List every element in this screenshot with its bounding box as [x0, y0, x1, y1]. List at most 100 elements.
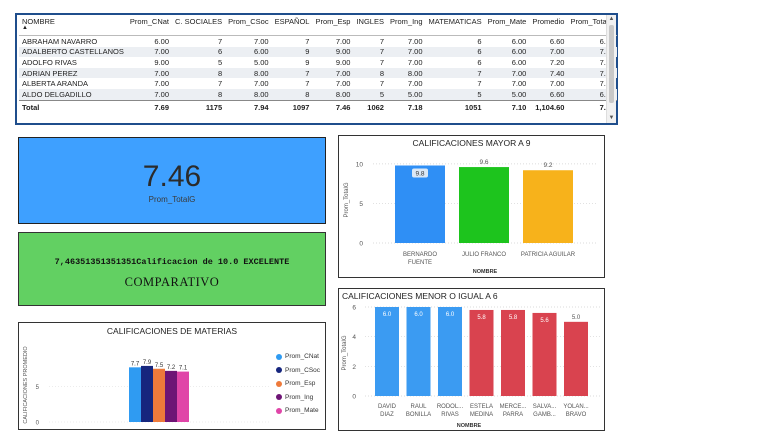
scroll-down-icon[interactable]: ▼ [608, 115, 615, 121]
kpi-value: 7.46 [142, 160, 202, 193]
table-cell: 7.00 [529, 46, 568, 58]
column-header-label: MATEMATICAS [428, 17, 482, 26]
table-scrollbar[interactable]: ▲ ▼ [606, 15, 616, 123]
legend-item[interactable]: Prom_Mate [276, 404, 320, 418]
comparativo-title: COMPARATIVO [124, 275, 220, 289]
table-cell: 6.00 [511, 57, 527, 67]
column-header-label: INGLES [356, 17, 384, 26]
table-cell: 5.00 [484, 88, 530, 101]
scroll-up-icon[interactable]: ▲ [608, 16, 615, 22]
legend-item[interactable]: Prom_CNat [276, 350, 320, 364]
table-row[interactable]: ADALBERTO CASTELLANOS 7.00 6 6.00 9 9.00 7 7.00… [19, 46, 618, 58]
x-tick-label: RIVAS [441, 412, 459, 418]
kpi-label: Prom_TotalG [148, 195, 196, 204]
total-cell: 7.94 [225, 99, 272, 114]
sort-ascending-icon[interactable]: ▲ [22, 25, 28, 31]
y-tick-label: 5 [359, 201, 363, 208]
students-table: NOMBRE ▲ Prom_CNat C. SOCIALES Prom_CSoc ESPA… [19, 16, 618, 114]
scrollbar-thumb[interactable] [609, 25, 614, 103]
table-row[interactable]: ADOLFO RIVAS 9.00 5 5.00 9 9.00 7 7.00 6 6.00 7.20… [19, 57, 617, 68]
table-cell: 7.20 [549, 57, 565, 67]
table-cell: 7.00 [335, 36, 351, 46]
table-cell: 7.00 [511, 79, 527, 89]
total-cell: 1175 [172, 99, 226, 114]
column-header[interactable]: Prom_TotalG [567, 16, 618, 36]
x-tick-label: DAVID [378, 404, 397, 410]
column-header-label: Prom_CNat [129, 17, 170, 26]
table-cell: 9 [305, 57, 310, 67]
column-header[interactable]: NOMBRE ▲ [19, 16, 127, 36]
chart-title: CALIFICACIONES DE MATERIAS [106, 326, 238, 336]
table-cell: 9.00 [312, 46, 354, 58]
table-cell: 5.00 [253, 57, 269, 67]
total-cell: 1051 [425, 99, 485, 114]
column-header-label: Promedio [532, 17, 565, 26]
total-cell: 1062 [353, 99, 387, 114]
table-cell: 7 [353, 46, 387, 58]
column-header-label: ESPAÑOL [274, 17, 310, 26]
table-row[interactable]: ALBERTA ARANDA 7.00 7 7.00 7 7.00 7 7.00 7 7.00 7.… [19, 78, 617, 89]
table-cell: ADALBERTO CASTELLANOS [19, 46, 127, 58]
column-header[interactable]: MATEMATICAS [425, 16, 485, 36]
materias-chart: 0 5 CALIFICACIONES PROMEDIO 7.7 7.9 7.5 7.2 7.1 [23, 346, 269, 427]
menor-chart: 0 2 4 6 Prom_TotalG 6.0 DAVID DIAZ 6.0 RAUL BONILL… [342, 305, 601, 429]
table-row[interactable]: ALDO DELGADILLO 7.00 8 8.00 8 8.00 5 5.00 5 5.00 6… [19, 88, 618, 101]
bar [564, 321, 588, 396]
x-tick-label: MERCE... [500, 404, 527, 410]
column-header-label: Prom_Mate [487, 17, 527, 26]
column-header[interactable]: INGLES [353, 16, 387, 36]
data-label: 6.0 [414, 312, 423, 318]
column-header[interactable]: Prom_CSoc [225, 16, 272, 36]
table-cell: ADOLFO RIVAS [22, 57, 77, 67]
data-label: 7.2 [167, 365, 176, 371]
legend-item[interactable]: Prom_Ing [276, 391, 320, 405]
table-row[interactable]: ADRIAN PEREZ 7.00 8 8.00 7 7.00 8 8.00 7 7.00 7.40… [19, 67, 618, 79]
students-table-panel: NOMBRE ▲ Prom_CNat C. SOCIALES Prom_CSoc ESPA… [15, 13, 618, 125]
column-header[interactable]: Promedio [529, 16, 568, 36]
table-row[interactable]: ABRAHAM NAVARRO 6.00 7 7.00 7 7.00 7 7.00 6 6.00 6… [19, 36, 617, 47]
table-cell: 7.00 [407, 79, 423, 89]
table-cell: 5 [353, 88, 387, 101]
table-cell: 7 [425, 67, 485, 79]
column-header[interactable]: C. SOCIALES [172, 16, 226, 36]
column-header[interactable]: Prom_CNat [126, 16, 173, 36]
y-axis-label: Prom_TotalG [342, 335, 348, 370]
column-header-label: Prom_CSoc [228, 17, 269, 26]
column-header[interactable]: ESPAÑOL [271, 16, 313, 36]
y-tick-label: 4 [352, 334, 356, 341]
mayor-chart-panel: CALIFICACIONES MAYOR A 9 0 5 10 Prom_TotalG… [338, 135, 605, 278]
bar [375, 307, 399, 396]
column-header[interactable]: Prom_Ing [386, 16, 426, 36]
table-cell: 7.00 [126, 88, 173, 101]
table-cell: 8 [353, 67, 387, 79]
total-cell: 7.69 [126, 99, 173, 114]
y-tick-label: 2 [352, 364, 356, 371]
legend-label: Prom_Mate [285, 407, 319, 415]
table-cell: 5 [425, 88, 485, 101]
bar [532, 312, 557, 396]
column-header[interactable]: Prom_Esp [312, 16, 354, 36]
table-cell: 8 [172, 67, 226, 79]
table-cell: 9.00 [154, 57, 170, 67]
table-cell: 7.00 [335, 79, 351, 89]
table-cell: 7 [271, 67, 313, 79]
legend-item[interactable]: Prom_Esp [276, 377, 320, 391]
table-cell: 7 [305, 36, 310, 46]
table-cell: 9.00 [335, 57, 351, 67]
bar [501, 309, 525, 396]
chart-title: CALIFICACIONES MAYOR A 9 [412, 138, 531, 148]
table-cell: 7 [217, 36, 223, 46]
column-header-label: Prom_Esp [315, 17, 351, 26]
total-cell: 1097 [271, 99, 313, 114]
legend-item[interactable]: Prom_CSoc [276, 364, 320, 378]
data-label: 5.0 [572, 315, 581, 321]
table-cell: 7 [379, 36, 384, 46]
y-tick-label: 0 [359, 241, 363, 248]
x-axis-label: NOMBRE [457, 423, 482, 429]
bar [523, 170, 573, 243]
table-cell: 6.00 [511, 36, 527, 46]
table-cell: ABRAHAM NAVARRO [22, 36, 98, 46]
x-tick-label: BONILLA [406, 412, 431, 418]
column-header[interactable]: Prom_Mate [484, 16, 530, 36]
legend-marker [276, 407, 282, 414]
